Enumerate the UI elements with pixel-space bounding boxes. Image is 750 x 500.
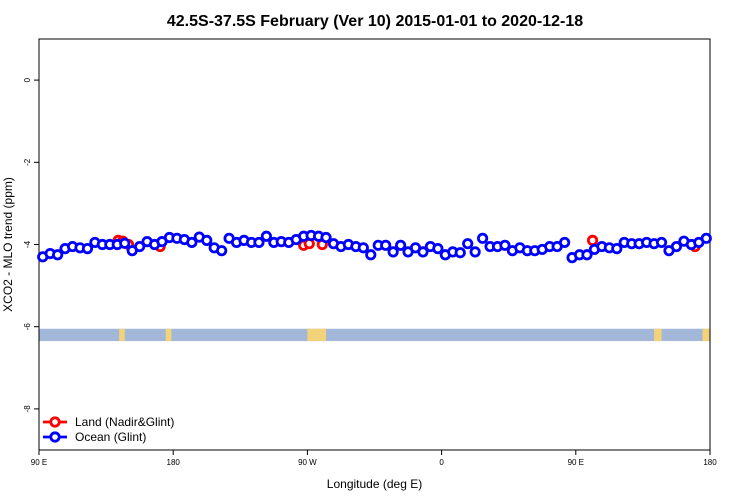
ocean-band (39, 328, 710, 342)
legend: Land (Nadir&Glint)Ocean (Glint) (43, 415, 174, 444)
y-tick-label: -2 (23, 158, 32, 166)
data-point (462, 238, 474, 250)
data-point (499, 239, 511, 251)
y-tick-label: -8 (23, 405, 32, 413)
data-point (380, 239, 392, 251)
data-point (365, 249, 377, 261)
data-point (216, 245, 228, 257)
data-point (655, 236, 668, 249)
data-point (387, 246, 399, 258)
axis-ticks: 90 E 180 90 W 0 90 E 180 0 -2 -4 -6 -8 (23, 77, 717, 467)
data-point (260, 230, 272, 242)
data-point (581, 249, 593, 261)
series-ocean (37, 229, 712, 264)
data-point (253, 236, 265, 249)
plot-frame (38, 38, 711, 451)
data-series (37, 229, 712, 264)
x-tick-label: 90 E (31, 458, 47, 467)
data-point (469, 246, 481, 258)
x-tick-label: 180 (167, 458, 181, 467)
y-tick-label: -6 (23, 323, 32, 331)
legend-entry-label: Land (Nadir&Glint) (75, 415, 174, 429)
data-point (586, 234, 599, 246)
land-band-segment (165, 328, 172, 342)
legend-marker (49, 416, 61, 428)
data-point (559, 236, 571, 249)
data-point (611, 243, 623, 255)
data-point (670, 240, 683, 253)
data-point (320, 231, 332, 244)
data-point (357, 242, 369, 254)
x-tick-label: 0 (439, 458, 444, 467)
data-point (134, 240, 146, 253)
land-band-segment (702, 328, 710, 342)
data-point (454, 247, 466, 259)
land-band-segment (119, 328, 125, 342)
data-point (186, 236, 198, 249)
data-point (52, 249, 64, 261)
land-band-segment (307, 328, 327, 342)
x-axis-label: Longitude (deg E) (327, 477, 422, 491)
data-point (432, 243, 444, 255)
data-point (417, 246, 429, 258)
y-tick-label: 0 (23, 77, 32, 82)
data-point (119, 237, 131, 249)
legend-entry-label: Ocean (Glint) (75, 430, 146, 444)
y-axis-label: XCO2 - MLO trend (ppm) (1, 177, 15, 312)
data-point (477, 232, 489, 244)
chart-title: 42.5S-37.5S February (Ver 10) 2015-01-01… (167, 13, 583, 30)
data-point (201, 234, 213, 246)
x-tick-label: 90 W (298, 458, 317, 467)
data-point (81, 243, 94, 255)
surface-band (39, 328, 710, 342)
land-band-segment (654, 328, 662, 342)
y-tick-label: -4 (23, 240, 32, 248)
data-point (394, 239, 407, 251)
x-tick-label: 180 (703, 458, 717, 467)
x-tick-label: 90 E (568, 458, 584, 467)
legend-marker (49, 431, 61, 443)
data-point (700, 232, 712, 244)
